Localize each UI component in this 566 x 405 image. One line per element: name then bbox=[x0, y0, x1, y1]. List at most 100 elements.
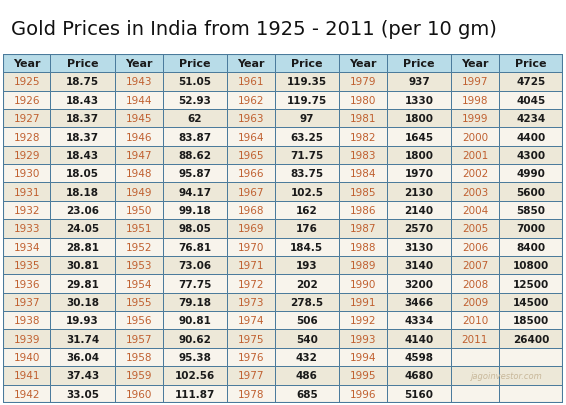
Text: 1968: 1968 bbox=[238, 205, 264, 215]
Bar bbox=[275, 293, 339, 311]
Text: 5600: 5600 bbox=[516, 187, 546, 197]
Bar bbox=[115, 366, 162, 385]
Text: 83.75: 83.75 bbox=[290, 169, 323, 179]
Text: 1982: 1982 bbox=[350, 132, 376, 142]
Text: 1994: 1994 bbox=[350, 352, 376, 362]
Bar bbox=[3, 293, 50, 311]
Bar bbox=[499, 110, 563, 128]
Text: 12500: 12500 bbox=[513, 279, 549, 289]
Text: 14500: 14500 bbox=[513, 297, 549, 307]
Bar bbox=[499, 348, 563, 366]
Text: 1997: 1997 bbox=[462, 77, 488, 87]
Bar bbox=[339, 256, 387, 275]
Bar bbox=[387, 128, 451, 146]
Text: 18.43: 18.43 bbox=[66, 96, 99, 105]
Bar bbox=[115, 146, 162, 165]
Bar bbox=[387, 165, 451, 183]
Text: Price: Price bbox=[291, 59, 323, 69]
Text: 1950: 1950 bbox=[126, 205, 152, 215]
Text: 1800: 1800 bbox=[404, 151, 434, 160]
Bar bbox=[227, 146, 275, 165]
Text: 1992: 1992 bbox=[350, 315, 376, 326]
Text: 1993: 1993 bbox=[350, 334, 376, 344]
Bar bbox=[387, 330, 451, 348]
Text: 4400: 4400 bbox=[516, 132, 546, 142]
Text: 4300: 4300 bbox=[516, 151, 546, 160]
Bar bbox=[275, 128, 339, 146]
Bar bbox=[275, 238, 339, 256]
Bar bbox=[227, 385, 275, 403]
Bar bbox=[387, 201, 451, 220]
Text: 98.05: 98.05 bbox=[178, 224, 211, 234]
Text: 30.18: 30.18 bbox=[66, 297, 99, 307]
Bar bbox=[499, 275, 563, 293]
Text: 1978: 1978 bbox=[238, 389, 264, 399]
Text: 18.18: 18.18 bbox=[66, 187, 99, 197]
Text: 1944: 1944 bbox=[126, 96, 152, 105]
Bar bbox=[162, 73, 227, 92]
Text: 1960: 1960 bbox=[126, 389, 152, 399]
Text: 76.81: 76.81 bbox=[178, 242, 211, 252]
Bar bbox=[50, 348, 115, 366]
Bar bbox=[227, 238, 275, 256]
Bar bbox=[339, 165, 387, 183]
Bar bbox=[275, 311, 339, 330]
Text: 2010: 2010 bbox=[462, 315, 488, 326]
Bar bbox=[115, 92, 162, 110]
Text: 1971: 1971 bbox=[238, 260, 264, 271]
Text: 97: 97 bbox=[299, 114, 314, 124]
Bar bbox=[162, 183, 227, 201]
Text: 111.87: 111.87 bbox=[174, 389, 215, 399]
Text: 73.06: 73.06 bbox=[178, 260, 211, 271]
Bar bbox=[3, 73, 50, 92]
Text: 1967: 1967 bbox=[238, 187, 264, 197]
Bar bbox=[339, 311, 387, 330]
Text: 1935: 1935 bbox=[14, 260, 40, 271]
Bar bbox=[50, 238, 115, 256]
Text: 119.75: 119.75 bbox=[287, 96, 327, 105]
Bar bbox=[339, 238, 387, 256]
Text: Gold Prices in India from 1925 - 2011 (per 10 gm): Gold Prices in India from 1925 - 2011 (p… bbox=[11, 19, 497, 38]
Bar bbox=[275, 220, 339, 238]
Bar bbox=[339, 183, 387, 201]
Bar bbox=[339, 330, 387, 348]
Text: 33.05: 33.05 bbox=[66, 389, 99, 399]
Bar bbox=[451, 92, 499, 110]
Text: 37.43: 37.43 bbox=[66, 371, 99, 380]
Bar bbox=[499, 238, 563, 256]
Bar bbox=[3, 330, 50, 348]
Text: 2570: 2570 bbox=[404, 224, 434, 234]
Bar bbox=[387, 238, 451, 256]
Bar bbox=[339, 146, 387, 165]
Text: 4234: 4234 bbox=[516, 114, 546, 124]
Text: 8400: 8400 bbox=[516, 242, 546, 252]
Bar bbox=[227, 256, 275, 275]
Text: 31.74: 31.74 bbox=[66, 334, 99, 344]
Text: 88.62: 88.62 bbox=[178, 151, 211, 160]
Bar bbox=[115, 73, 162, 92]
Text: 7000: 7000 bbox=[516, 224, 546, 234]
Bar bbox=[115, 293, 162, 311]
Text: 1961: 1961 bbox=[238, 77, 264, 87]
Bar bbox=[451, 55, 499, 73]
Text: 1995: 1995 bbox=[350, 371, 376, 380]
Bar bbox=[162, 366, 227, 385]
Bar bbox=[499, 146, 563, 165]
Bar bbox=[451, 366, 499, 385]
Bar bbox=[387, 385, 451, 403]
Bar bbox=[499, 183, 563, 201]
Bar bbox=[115, 348, 162, 366]
Bar bbox=[115, 55, 162, 73]
Text: 1927: 1927 bbox=[14, 114, 40, 124]
Bar bbox=[115, 220, 162, 238]
Bar bbox=[162, 311, 227, 330]
Bar bbox=[339, 220, 387, 238]
Bar bbox=[275, 146, 339, 165]
Text: 4140: 4140 bbox=[404, 334, 434, 344]
Bar bbox=[275, 183, 339, 201]
Bar bbox=[50, 385, 115, 403]
Text: 23.06: 23.06 bbox=[66, 205, 99, 215]
Text: 94.17: 94.17 bbox=[178, 187, 211, 197]
Bar bbox=[387, 311, 451, 330]
Text: Price: Price bbox=[179, 59, 211, 69]
